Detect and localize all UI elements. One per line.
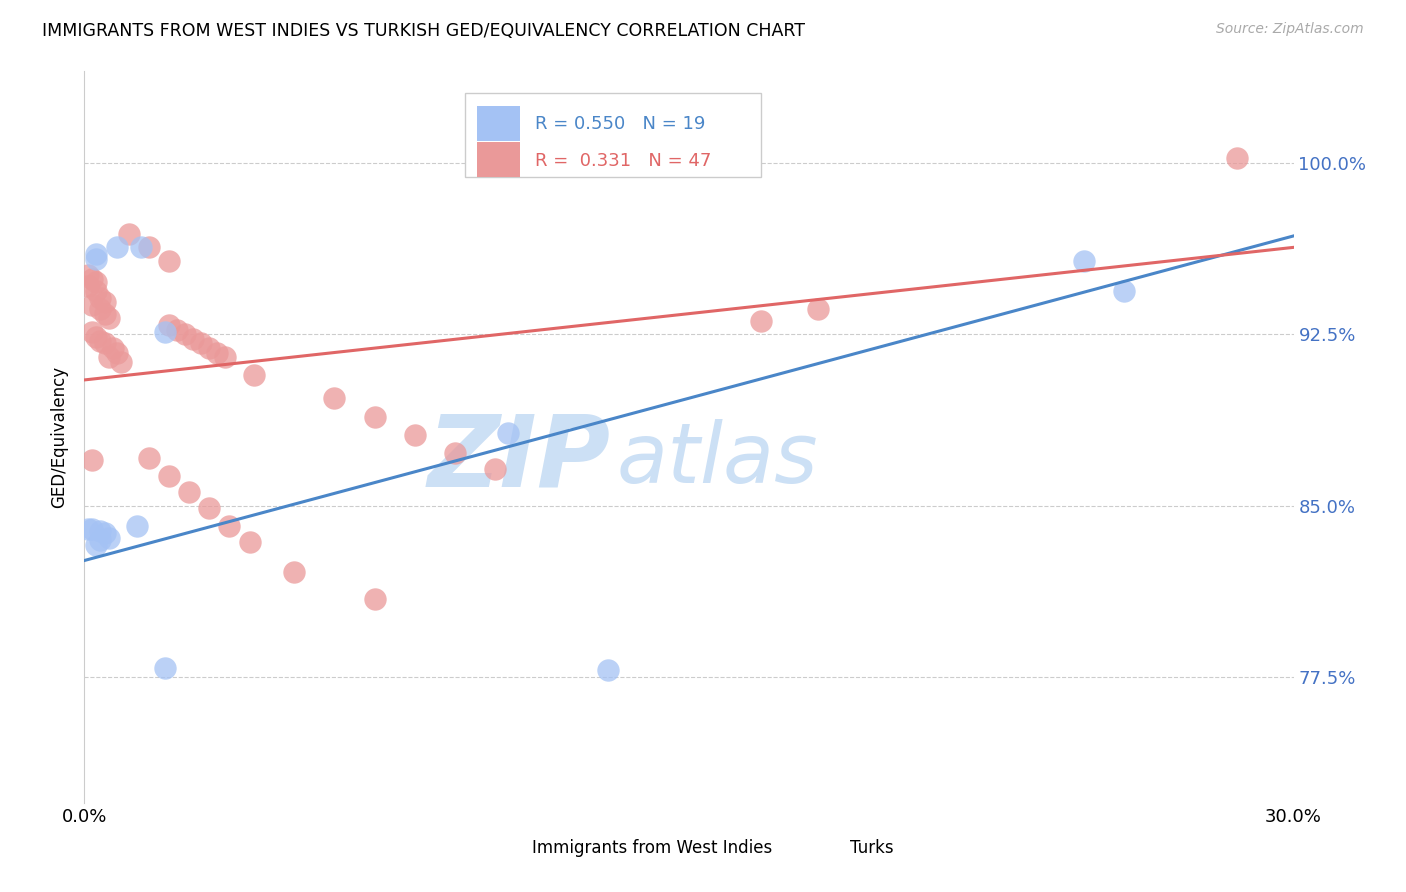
Point <box>157 469 180 483</box>
Point <box>283 565 305 579</box>
Point <box>174 327 197 342</box>
Text: IMMIGRANTS FROM WEST INDIES VS TURKISH GED/EQUIVALENCY CORRELATION CHART: IMMIGRANTS FROM WEST INDIES VS TURKISH G… <box>42 22 806 40</box>
Point <box>242 368 264 383</box>
Point <box>93 307 115 321</box>
Point <box>105 345 128 359</box>
Point <box>153 661 176 675</box>
Point <box>198 500 221 515</box>
Point <box>363 592 385 607</box>
Point <box>153 325 176 339</box>
Point <box>179 484 201 499</box>
Point <box>77 268 100 282</box>
Point <box>157 318 180 332</box>
Point <box>598 663 620 677</box>
Point <box>218 519 240 533</box>
FancyBboxPatch shape <box>478 143 520 178</box>
Point <box>93 295 115 310</box>
Point <box>190 336 212 351</box>
Point <box>82 453 104 467</box>
Point <box>484 462 506 476</box>
Point <box>496 425 519 440</box>
Point <box>86 329 108 343</box>
Point <box>404 427 426 442</box>
FancyBboxPatch shape <box>471 838 517 859</box>
Text: ZIP: ZIP <box>427 410 610 508</box>
FancyBboxPatch shape <box>804 838 837 859</box>
Point <box>110 354 132 368</box>
Point <box>198 341 221 355</box>
Point <box>82 521 104 535</box>
Point <box>1114 284 1136 298</box>
Point <box>239 535 262 549</box>
Point <box>363 409 385 424</box>
Point <box>214 350 236 364</box>
Point <box>89 524 111 538</box>
Text: Turks: Turks <box>851 839 894 857</box>
Point <box>129 240 152 254</box>
Point <box>93 526 115 541</box>
Text: atlas: atlas <box>616 418 818 500</box>
Point <box>101 341 124 355</box>
Point <box>89 301 111 316</box>
Point <box>181 332 204 346</box>
Text: R =  0.331   N = 47: R = 0.331 N = 47 <box>536 152 711 169</box>
Point <box>86 252 108 266</box>
Point <box>97 350 120 364</box>
Point <box>157 254 180 268</box>
Point <box>89 291 111 305</box>
Point <box>86 537 108 551</box>
Point <box>97 531 120 545</box>
Point <box>93 336 115 351</box>
Text: Immigrants from West Indies: Immigrants from West Indies <box>531 839 772 857</box>
Point <box>89 334 111 348</box>
Point <box>1073 254 1095 268</box>
Point <box>166 323 188 337</box>
Point <box>82 297 104 311</box>
Point <box>86 275 108 289</box>
Y-axis label: GED/Equivalency: GED/Equivalency <box>51 366 69 508</box>
Point <box>444 446 467 460</box>
Point <box>82 325 104 339</box>
Point <box>751 313 773 327</box>
Point <box>97 311 120 326</box>
Point <box>86 247 108 261</box>
Text: Source: ZipAtlas.com: Source: ZipAtlas.com <box>1216 22 1364 37</box>
Point <box>323 391 346 405</box>
Point <box>89 533 111 547</box>
Point <box>207 345 229 359</box>
Point <box>105 240 128 254</box>
Point <box>125 519 148 533</box>
Point <box>86 284 108 298</box>
Point <box>77 521 100 535</box>
Text: R = 0.550   N = 19: R = 0.550 N = 19 <box>536 115 706 133</box>
Point <box>138 450 160 465</box>
FancyBboxPatch shape <box>478 106 520 141</box>
Point <box>77 279 100 293</box>
Point <box>138 240 160 254</box>
Point <box>1226 151 1249 165</box>
Point <box>807 301 830 316</box>
Point <box>82 272 104 286</box>
Point <box>118 227 141 241</box>
FancyBboxPatch shape <box>465 94 762 178</box>
